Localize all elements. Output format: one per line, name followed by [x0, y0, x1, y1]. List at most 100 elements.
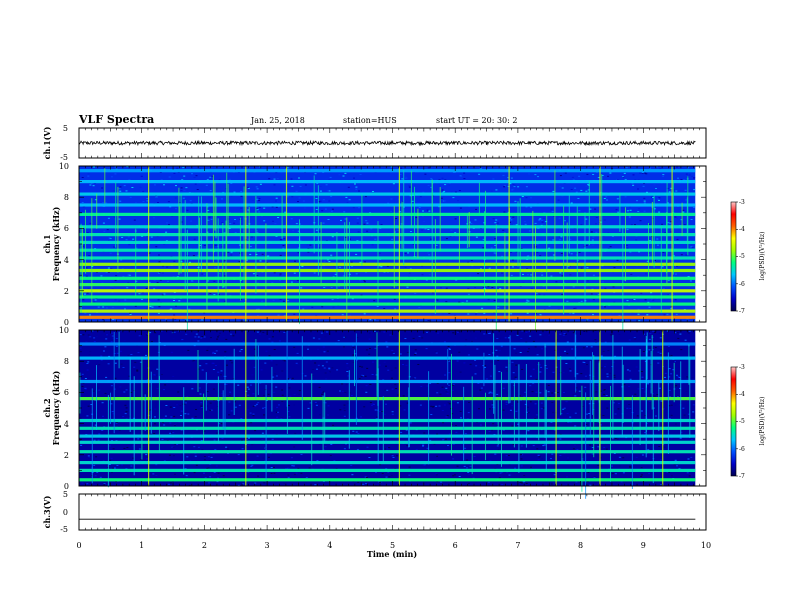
- spectrogram-noise: [322, 222, 325, 224]
- spectrogram-noise: [586, 267, 589, 269]
- spectrogram-noise: [252, 405, 255, 407]
- spectrogram-noise: [674, 361, 676, 363]
- spectrogram-noise: [445, 391, 448, 393]
- spectrogram-noise: [512, 184, 515, 185]
- spectrogram-noise: [281, 370, 284, 372]
- spectrogram-noise: [475, 208, 478, 210]
- spectrogram-noise: [676, 465, 678, 467]
- spectrogram-noise: [607, 175, 609, 177]
- spectrogram-noise: [515, 364, 518, 366]
- spectrogram-spike: [599, 166, 601, 322]
- spectrogram-noise: [161, 272, 164, 274]
- sferic-streak: [622, 225, 624, 333]
- spectrogram-noise: [233, 191, 236, 193]
- sferic-streak: [513, 381, 515, 448]
- spectrogram-noise: [629, 407, 632, 409]
- spectrogram-noise: [435, 474, 438, 476]
- spectrogram-noise: [423, 464, 426, 466]
- spectrogram-noise: [173, 424, 176, 426]
- sferic-streak: [320, 222, 322, 284]
- spectrogram-noise: [535, 293, 538, 295]
- spectrogram-noise: [221, 449, 224, 450]
- spectrogram-noise: [626, 407, 629, 409]
- sferic-streak: [688, 344, 690, 385]
- sferic-streak: [401, 201, 403, 249]
- spectrogram-noise: [161, 294, 164, 296]
- spectrogram-noise: [620, 481, 623, 483]
- spectrogram-noise: [289, 395, 292, 397]
- spectrogram-noise: [676, 395, 679, 397]
- spectrogram-noise: [296, 364, 299, 365]
- spectrogram-noise: [525, 341, 528, 343]
- spectrogram-noise: [436, 383, 439, 384]
- spectrogram-noise: [257, 308, 260, 310]
- spectrogram-noise: [145, 308, 148, 310]
- spectrogram-noise: [173, 425, 176, 427]
- sferic-streak: [408, 345, 410, 448]
- spectrogram-noise: [412, 378, 415, 380]
- spectrogram-noise: [256, 188, 259, 190]
- spectrogram-noise: [143, 445, 146, 447]
- spectrogram-noise: [324, 208, 327, 210]
- spectrogram-noise: [230, 195, 233, 197]
- spectrogram-noise: [543, 443, 546, 445]
- spectrogram-noise: [429, 439, 432, 441]
- spectrogram-noise: [209, 190, 212, 192]
- spectrogram-noise: [325, 177, 328, 179]
- sferic-streak: [648, 223, 649, 279]
- spectrogram-noise: [452, 443, 455, 445]
- spectrogram-noise: [443, 190, 446, 192]
- spectrogram-noise: [180, 221, 183, 223]
- spectrogram-noise: [181, 179, 184, 181]
- spectrogram-noise: [655, 188, 657, 189]
- spectrogram-noise: [672, 369, 675, 371]
- spectrogram-noise: [238, 404, 241, 406]
- spectrogram-noise: [116, 421, 118, 423]
- spectrogram-noise: [356, 217, 359, 219]
- spectrogram-noise: [119, 200, 122, 202]
- spectrogram-noise: [336, 369, 339, 371]
- spectrogram-noise: [214, 449, 217, 451]
- spectrogram-noise: [229, 359, 232, 361]
- sferic-streak: [610, 385, 611, 482]
- spectrogram-noise: [121, 237, 124, 238]
- spectrogram-noise: [547, 391, 550, 393]
- spectrogram-noise: [611, 473, 614, 475]
- spectrogram-spike: [398, 166, 400, 322]
- spectrogram-noise: [391, 411, 394, 413]
- spectrogram-noise: [343, 207, 346, 209]
- spectrogram-noise: [488, 392, 491, 394]
- spectrogram-noise: [510, 474, 513, 476]
- spectrogram-noise: [373, 319, 376, 321]
- spectrogram-noise: [394, 280, 397, 282]
- spectrogram-noise: [660, 459, 662, 461]
- spectrogram-noise: [509, 183, 512, 185]
- spectrogram-noise: [435, 473, 438, 475]
- spectrogram-noise: [163, 184, 165, 186]
- spectrogram-noise: [443, 341, 446, 343]
- spectrogram-noise: [407, 252, 410, 254]
- spectrogram-noise: [546, 273, 549, 275]
- spectrogram-noise: [279, 254, 282, 256]
- frequency-band: [79, 289, 696, 293]
- spectrogram-noise: [193, 472, 196, 474]
- spectrogram-noise: [658, 446, 661, 447]
- ch3-ytick-top: 5: [63, 490, 68, 499]
- spectrogram-noise: [247, 388, 250, 390]
- spectrogram-noise: [192, 459, 195, 461]
- time-tick-label: 3: [265, 541, 270, 550]
- spectrogram-noise: [545, 330, 548, 332]
- time-tick-labels: 0 1 2 3 4 5 6 7 8 9 10: [76, 541, 711, 550]
- spectrogram-noise: [647, 449, 650, 451]
- spectrogram-noise: [322, 346, 325, 348]
- spectrogram-noise: [146, 379, 149, 381]
- spectrogram-noise: [212, 388, 215, 390]
- spectrogram-noise: [197, 336, 200, 338]
- spectrogram-noise: [693, 189, 696, 191]
- sferic-streak: [566, 222, 568, 270]
- spectrogram-noise: [84, 387, 87, 389]
- spectrogram-noise: [419, 404, 422, 406]
- spectrogram-noise: [630, 273, 633, 275]
- spectrogram-noise: [524, 403, 527, 405]
- spectrogram-noise: [296, 279, 299, 281]
